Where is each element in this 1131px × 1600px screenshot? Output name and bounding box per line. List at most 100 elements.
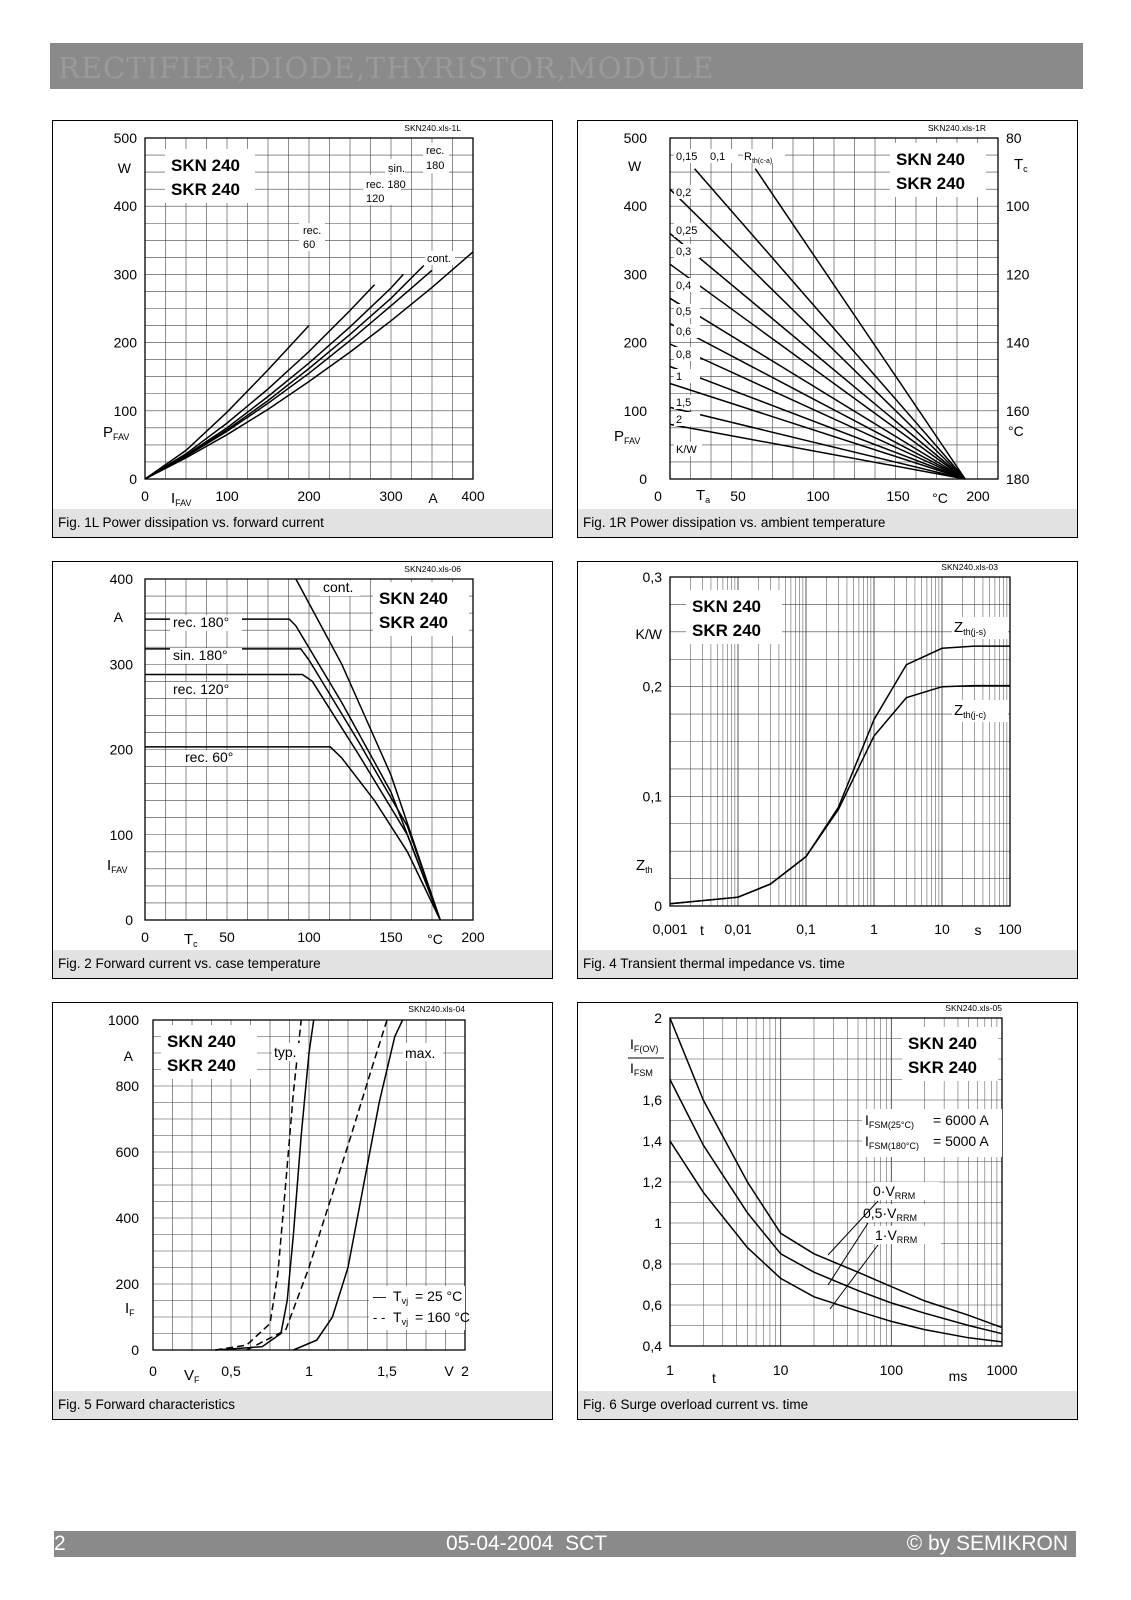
device-box [686,590,782,644]
y2-tick-label: 120 [1006,266,1030,282]
series-line [144,324,310,480]
plot-frame [144,578,474,921]
y-unit: W [628,158,642,174]
chart-panel-fig1L: SKN240.xls-1L SKN 240 SKR 240 0 100 200 300 400… [52,120,553,538]
caption-fig4: Fig. 4 Transient thermal impedance vs. t… [578,950,1077,978]
rth-unit: K/W [676,444,697,456]
caption-fig2: Fig. 2 Forward current vs. case temperat… [53,950,552,978]
device-label: SKN 240 [171,156,240,175]
label-bg [170,682,242,698]
device-label: SKR 240 [171,180,240,199]
footer-bar: 2 05-04-2004 SCT © by SEMIKRON [54,1531,1076,1557]
series-line [694,168,966,480]
chart-fig5: SKN240.xls-04 SKN 240 SKR 240 0 200 400 600 800… [108,1004,470,1385]
tick-label: 1 [654,1215,662,1231]
file-label: SKN240.xls-1R [928,123,986,133]
label-bg [425,251,455,265]
tick-label: 1000 [986,1362,1017,1378]
rth-label: 0,2 [676,187,691,199]
series-label: 0·VRRM [873,1183,915,1201]
series-line [669,188,966,480]
series-label: cont. [427,253,451,265]
y2-tick-label: 140 [1006,335,1030,351]
plot-frame [669,137,999,480]
leader-line [827,1222,869,1286]
tick-label: 1,4 [643,1133,663,1149]
series-label: rec. 120° [173,681,229,697]
tick-label: 10 [934,921,950,937]
y-unit: K/W [636,626,663,642]
label-bg [423,143,449,173]
label-bg [743,149,785,163]
series-line [215,1019,315,1351]
caption-fig1L: Fig. 1L Power dissipation vs. forward cu… [53,509,552,537]
tick-label: 1 [666,1362,674,1378]
tick-label: 1,2 [643,1174,663,1190]
tick-label: 100 [998,921,1022,937]
series-label: 60 [303,239,315,251]
label-bg [674,304,700,318]
x-unit: A [428,490,438,506]
device-box [902,1027,998,1081]
tick-label: 500 [624,130,648,146]
series-label: sin. [388,163,405,175]
legend-label: Tvj [393,1288,408,1306]
label-bg [170,648,242,664]
tick-label: 100 [624,403,648,419]
tick-label: 200 [461,929,485,945]
tick-label: 1 [305,1363,313,1379]
chart-panel-fig5: SKN240.xls-04 SKN 240 SKR 240 0 200 400 600 800… [52,1002,553,1420]
x-unit: °C [932,490,948,506]
note-value: = 6000 A [933,1112,989,1128]
tick-label: 0,1 [796,921,816,937]
series-line [215,1019,302,1351]
x-unit: V [444,1363,454,1379]
label-bg [862,1109,1002,1157]
device-label: SKR 240 [896,174,965,193]
rth-label: 0,4 [676,280,691,292]
x-unit: ms [949,1368,968,1384]
tick-label: 0,8 [643,1256,663,1272]
label-bg [871,1182,939,1200]
series-label: rec. 60° [185,749,233,765]
tick-label: 0 [654,488,662,504]
series-label: 120 [366,193,384,205]
label-bg [320,580,360,596]
y-unit: A [124,1048,134,1064]
y2-unit: °C [1008,423,1024,439]
rth-label: 1 [676,371,682,383]
tick-label: 0 [141,488,149,504]
y-axis-label: PFAV [103,424,129,442]
plot-frame [669,1017,1003,1347]
chart-panel-fig4: SKN240.xls-03 SKN 240 SKR 240 0 0,1 0,2 0,3 K/W… [577,561,1078,979]
device-label: SKR 240 [692,621,761,640]
tick-label: 400 [116,1210,140,1226]
tick-label: 2 [461,1363,469,1379]
note-label: IFSM(25°C) [865,1112,914,1130]
tick-label: 200 [297,488,321,504]
series-line [669,645,1010,905]
tick-label: 400 [624,198,648,214]
footer-date: 05-04-2004 SCT [446,1532,608,1555]
rth-label: 1,5 [676,397,691,409]
tick-label: 0 [131,1342,139,1358]
series-line [669,1017,1003,1329]
x-axis-label: t [712,1370,716,1386]
plot-frame [144,137,474,480]
y-axis-label: IF(OV) [630,1036,658,1054]
series-line [144,273,404,480]
tick-label: 1000 [108,1012,139,1028]
series-line [669,423,966,480]
rth-label: 0,5 [676,306,691,318]
tick-label: 400 [461,488,485,504]
label-bg [674,412,700,426]
x-axis-label: IFAV [171,490,192,508]
tick-label: 100 [215,488,239,504]
tick-label: 150 [886,488,910,504]
y2-tick-label: 100 [1006,198,1030,214]
rth-label: 0,15 [676,151,697,163]
tick-label: 300 [110,656,134,672]
note-value: = 5000 A [933,1133,989,1149]
series-line [145,673,441,921]
legend-value: = 160 °C [415,1309,470,1325]
